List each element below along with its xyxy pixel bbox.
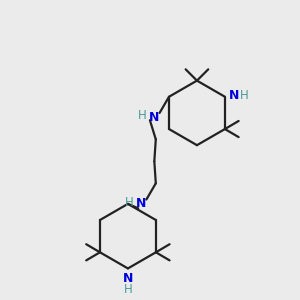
Text: N: N [149, 111, 160, 124]
Text: H: H [240, 89, 249, 102]
Text: H: H [124, 283, 132, 296]
Text: H: H [138, 109, 147, 122]
Text: N: N [136, 197, 146, 210]
Text: N: N [123, 272, 133, 285]
Text: H: H [125, 196, 134, 209]
Text: N: N [228, 89, 239, 102]
